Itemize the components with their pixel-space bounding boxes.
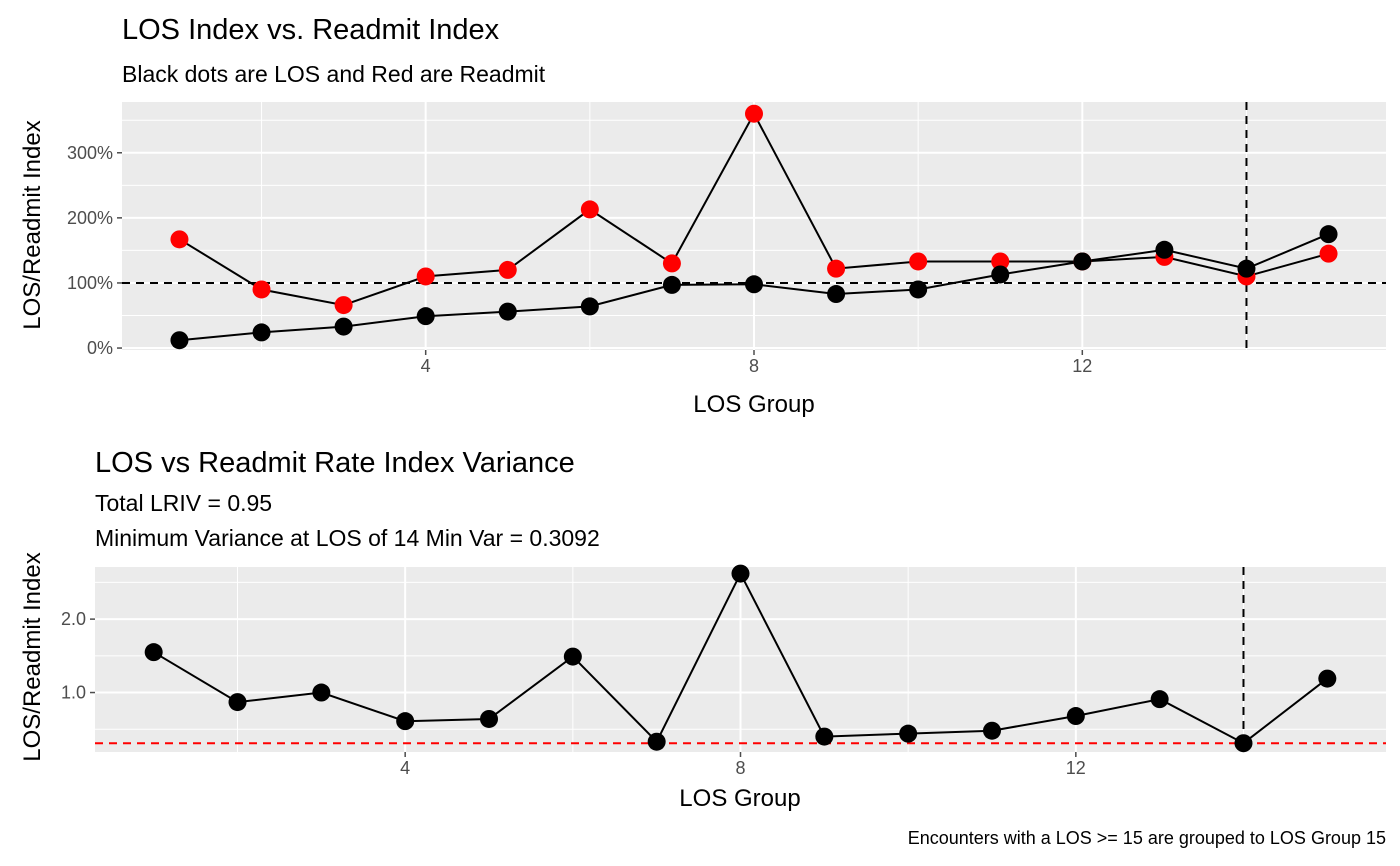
top-x-tick-label: 8 bbox=[749, 356, 759, 376]
bottom-series-0-point bbox=[899, 724, 918, 743]
top-series-0-point bbox=[252, 280, 271, 299]
bottom-chart-panel: 4 8 12 1.0 2.0 bbox=[61, 564, 1386, 778]
bottom-series-0-point bbox=[396, 712, 415, 731]
top-series-1-point bbox=[1155, 240, 1174, 259]
top-series-1-point bbox=[991, 265, 1010, 284]
top-series-0-point bbox=[498, 260, 517, 279]
top-series-1-point bbox=[1237, 259, 1256, 278]
top-series-0-point bbox=[1319, 244, 1338, 263]
top-series-1-point bbox=[416, 307, 435, 326]
bottom-series-0-point bbox=[1066, 707, 1085, 726]
top-series-0-point bbox=[991, 252, 1010, 271]
top-chart-subtitle: Black dots are LOS and Red are Readmit bbox=[122, 61, 546, 87]
top-series-1-point bbox=[827, 285, 846, 304]
top-series-1-point bbox=[1073, 252, 1092, 271]
top-series-1-point bbox=[580, 297, 599, 316]
bottom-x-tick-label: 12 bbox=[1066, 758, 1086, 778]
bottom-series-0-point bbox=[1234, 734, 1253, 753]
top-y-tick-label: 0% bbox=[87, 338, 113, 358]
bottom-chart-title: LOS vs Readmit Rate Index Variance bbox=[95, 447, 575, 479]
bottom-series-0-point bbox=[480, 709, 499, 728]
top-y-tick-label: 100% bbox=[67, 273, 113, 293]
top-series-0-point bbox=[745, 104, 763, 123]
bottom-series-0-point bbox=[731, 564, 750, 583]
bottom-series-0-point bbox=[982, 721, 1001, 740]
top-chart-panel: 4 8 12 0% 100% 200% 300% bbox=[67, 102, 1386, 376]
top-series-1-point bbox=[662, 275, 681, 294]
chart-caption: Encounters with a LOS >= 15 are grouped … bbox=[908, 828, 1386, 848]
bottom-series-0-point bbox=[563, 647, 582, 666]
top-series-1-point bbox=[252, 323, 271, 342]
bottom-series-0-point bbox=[815, 727, 834, 746]
bottom-series-0-point bbox=[647, 732, 666, 751]
top-chart-x-axis-title: LOS Group bbox=[693, 391, 814, 418]
top-series-1-point bbox=[498, 302, 517, 321]
bottom-chart-y-axis-title: LOS/Readmit Index bbox=[19, 552, 46, 761]
bottom-chart-subtitle-line-1: Total LRIV = 0.95 bbox=[95, 490, 272, 516]
top-x-tick-label: 12 bbox=[1072, 356, 1092, 376]
top-series-0-point bbox=[662, 254, 681, 273]
top-chart-title: LOS Index vs. Readmit Index bbox=[122, 14, 500, 46]
top-series-1-point bbox=[170, 331, 189, 350]
top-y-tick-label: 200% bbox=[67, 208, 113, 228]
top-series-0-point bbox=[416, 267, 435, 286]
bottom-x-tick-label: 4 bbox=[400, 758, 410, 778]
top-x-tick-label: 4 bbox=[421, 356, 431, 376]
top-chart-y-axis-title: LOS/Readmit Index bbox=[19, 120, 46, 329]
top-series-1-point bbox=[334, 317, 353, 336]
top-series-0-point bbox=[827, 259, 846, 278]
bottom-series-0-point bbox=[312, 683, 331, 702]
bottom-series-0-point bbox=[1318, 669, 1337, 688]
top-series-1-point bbox=[745, 275, 763, 294]
top-series-0-point bbox=[170, 230, 189, 249]
bottom-chart-x-axis-title: LOS Group bbox=[679, 785, 800, 812]
top-y-tick-label: 300% bbox=[67, 143, 113, 163]
top-series-1-point bbox=[909, 280, 928, 299]
top-series-0-point bbox=[334, 296, 353, 315]
top-series-0-point bbox=[909, 252, 928, 271]
bottom-x-tick-label: 8 bbox=[735, 758, 745, 778]
bottom-series-0-point bbox=[1150, 690, 1169, 709]
bottom-y-tick-label: 1.0 bbox=[61, 683, 86, 703]
bottom-series-0-point bbox=[228, 693, 247, 712]
bottom-y-tick-label: 2.0 bbox=[61, 609, 86, 629]
bottom-series-0-point bbox=[144, 643, 163, 662]
bottom-chart-subtitle-line-2: Minimum Variance at LOS of 14 Min Var = … bbox=[95, 525, 600, 551]
top-series-1-point bbox=[1319, 225, 1338, 244]
top-series-0-point bbox=[580, 200, 599, 219]
